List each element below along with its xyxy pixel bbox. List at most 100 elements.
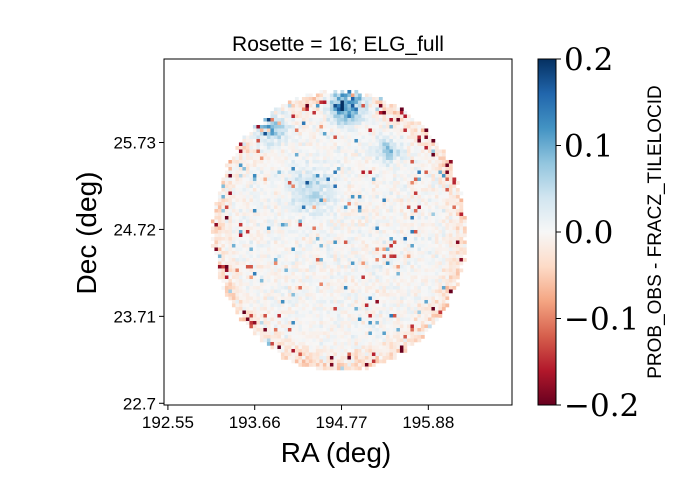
heatmap-cell	[294, 229, 299, 234]
heatmap-cell	[294, 299, 299, 304]
heatmap-cell	[273, 194, 278, 199]
heatmap-cell	[298, 352, 303, 357]
heatmap-cell	[294, 149, 299, 154]
heatmap-cell	[238, 275, 243, 280]
heatmap-cell	[312, 236, 317, 241]
heatmap-cell	[308, 145, 313, 150]
heatmap-cell	[270, 212, 275, 217]
heatmap-cell	[385, 303, 390, 308]
heatmap-cell	[427, 201, 432, 206]
heatmap-cell	[375, 138, 380, 143]
heatmap-cell	[256, 233, 261, 238]
heatmap-cell	[385, 128, 390, 133]
heatmap-cell	[238, 180, 243, 185]
heatmap-cell	[287, 341, 292, 346]
heatmap-cell	[256, 226, 261, 231]
heatmap-cell	[315, 278, 320, 283]
heatmap-cell	[224, 285, 229, 290]
heatmap-cell	[427, 163, 432, 168]
heatmap-cell	[382, 229, 387, 234]
heatmap-cell	[371, 292, 376, 297]
heatmap-cell	[315, 352, 320, 357]
heatmap-cell	[319, 191, 324, 196]
heatmap-cell	[343, 285, 348, 290]
heatmap-cell	[371, 212, 376, 217]
heatmap-cell	[270, 191, 275, 196]
heatmap-cell	[364, 222, 369, 227]
heatmap-cell	[266, 278, 271, 283]
heatmap-cell	[287, 212, 292, 217]
heatmap-cell	[347, 117, 352, 122]
heatmap-cell	[375, 236, 380, 241]
heatmap-cell	[368, 117, 373, 122]
heatmap-cell	[371, 240, 376, 245]
heatmap-cell	[434, 264, 439, 269]
heatmap-cell	[312, 177, 317, 182]
heatmap-cell	[270, 163, 275, 168]
heatmap-cell	[277, 348, 282, 353]
heatmap-cell	[301, 359, 306, 364]
heatmap-cell	[326, 173, 331, 178]
heatmap-cell	[273, 243, 278, 248]
heatmap-cell	[301, 149, 306, 154]
heatmap-cell	[315, 219, 320, 224]
heatmap-cell	[294, 191, 299, 196]
heatmap-cell	[256, 149, 261, 154]
heatmap-cell	[392, 264, 397, 269]
heatmap-cell	[392, 341, 397, 346]
heatmap-cell	[333, 93, 338, 98]
heatmap-cell	[280, 198, 285, 203]
heatmap-cell	[256, 128, 261, 133]
heatmap-cell	[333, 366, 338, 371]
heatmap-cell	[396, 117, 401, 122]
heatmap-cell	[291, 208, 296, 213]
heatmap-cell	[308, 278, 313, 283]
heatmap-cell	[319, 310, 324, 315]
heatmap-cell	[319, 201, 324, 206]
heatmap-cell	[427, 303, 432, 308]
heatmap-cell	[455, 261, 460, 266]
heatmap-cell	[242, 229, 247, 234]
heatmap-cell	[347, 359, 352, 364]
heatmap-cell	[298, 180, 303, 185]
heatmap-cell	[319, 257, 324, 262]
heatmap-cell	[301, 317, 306, 322]
heatmap-cell	[424, 268, 429, 273]
heatmap-cell	[333, 180, 338, 185]
heatmap-cell	[350, 324, 355, 329]
heatmap-cell	[231, 236, 236, 241]
heatmap-cell	[333, 362, 338, 367]
heatmap-cell	[406, 124, 411, 129]
heatmap-cell	[228, 233, 233, 238]
heatmap-cell	[256, 271, 261, 276]
heatmap-cell	[312, 166, 317, 171]
heatmap-cell	[329, 131, 334, 136]
heatmap-cell	[259, 243, 264, 248]
heatmap-cell	[277, 142, 282, 147]
heatmap-cell	[287, 107, 292, 112]
heatmap-cell	[389, 124, 394, 129]
heatmap-cell	[382, 257, 387, 262]
heatmap-cell	[336, 215, 341, 220]
heatmap-cell	[210, 229, 215, 234]
heatmap-cell	[245, 152, 250, 157]
heatmap-cell	[322, 254, 327, 259]
heatmap-cell	[357, 191, 362, 196]
heatmap-cell	[385, 243, 390, 248]
heatmap-cell	[291, 170, 296, 175]
heatmap-cell	[277, 117, 282, 122]
heatmap-cell	[371, 289, 376, 294]
heatmap-cell	[354, 117, 359, 122]
heatmap-cell	[424, 138, 429, 143]
heatmap-cell	[252, 170, 257, 175]
heatmap-cell	[392, 124, 397, 129]
heatmap-cell	[424, 324, 429, 329]
heatmap-cell	[396, 222, 401, 227]
heatmap-cell	[445, 226, 450, 231]
heatmap-cell	[427, 135, 432, 140]
heatmap-cell	[389, 247, 394, 252]
heatmap-cell	[403, 271, 408, 276]
heatmap-cell	[427, 306, 432, 311]
heatmap-cell	[266, 324, 271, 329]
heatmap-cell	[389, 313, 394, 318]
